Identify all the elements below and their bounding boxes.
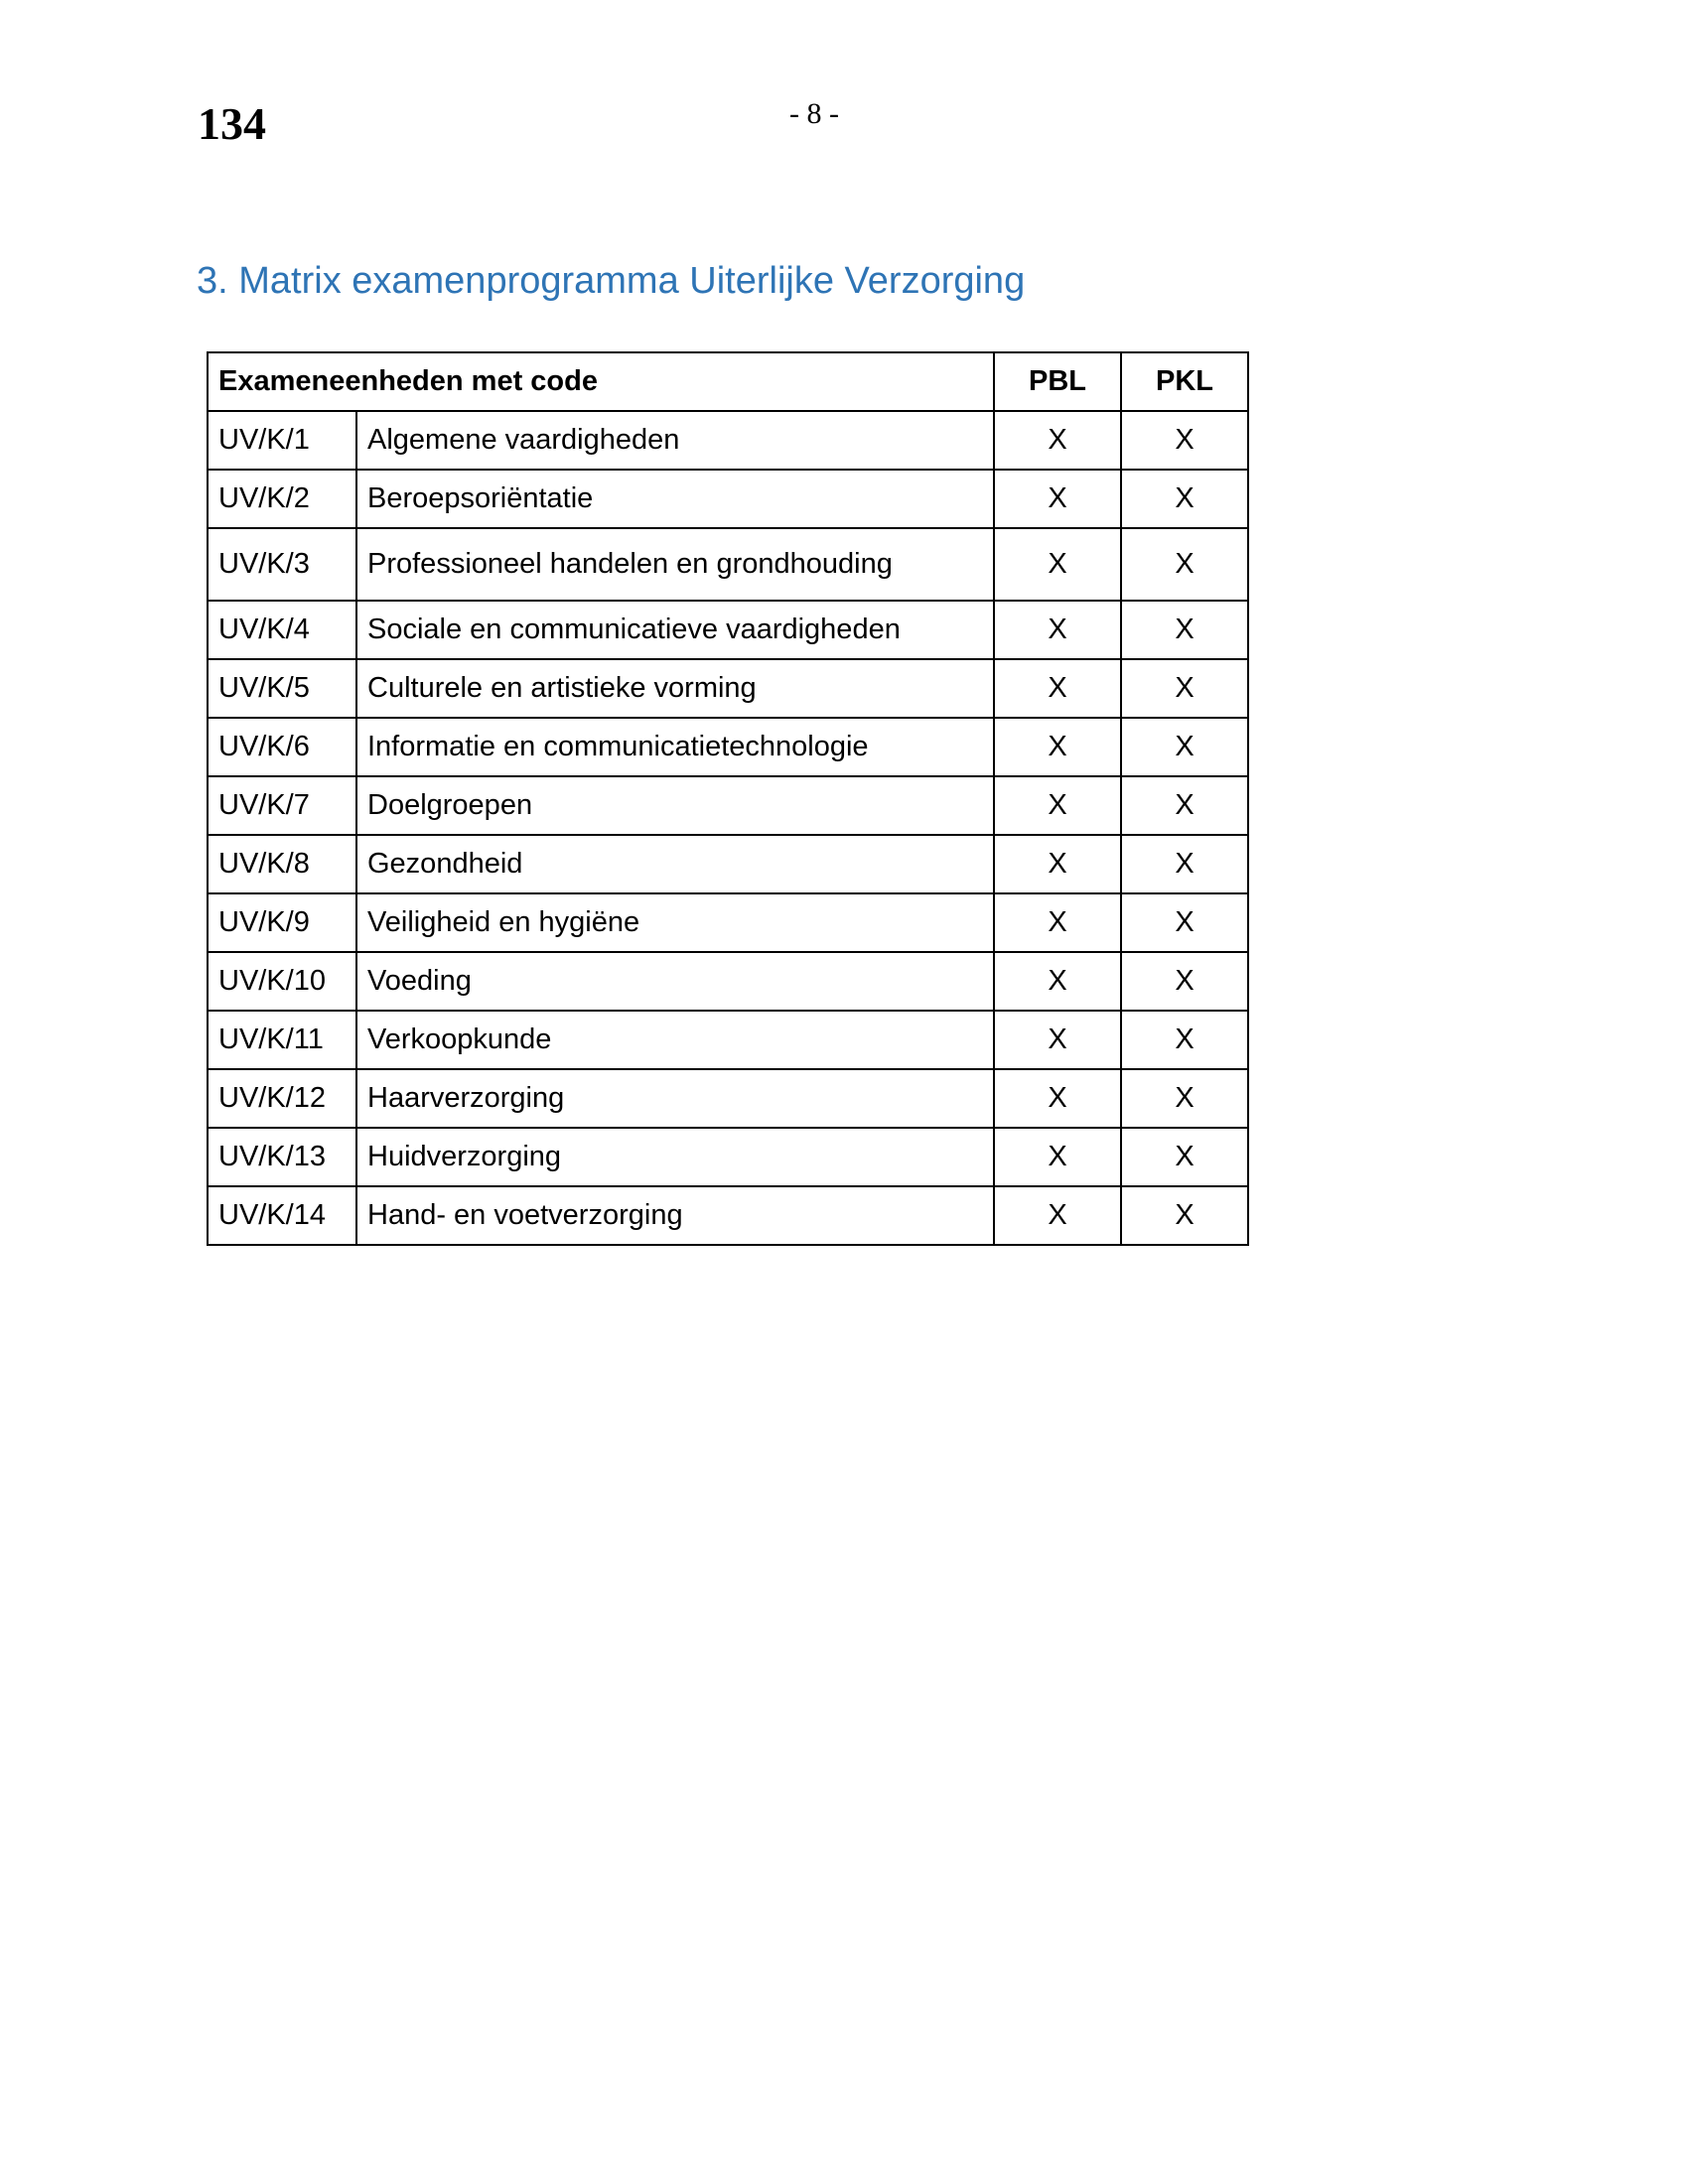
- table-row: UV/K/14 Hand- en voetverzorging X X: [207, 1185, 1249, 1246]
- unit-name: Gezondheid: [355, 834, 995, 894]
- unit-code: UV/K/1: [207, 410, 357, 471]
- unit-code: UV/K/3: [207, 527, 357, 602]
- unit-name: Verkoopkunde: [355, 1010, 995, 1070]
- pkl-mark: X: [1120, 951, 1249, 1012]
- table-header-row: Exameneenheden met code PBL PKL: [207, 351, 1249, 412]
- unit-name: Beroepsoriëntatie: [355, 469, 995, 529]
- pbl-mark: X: [993, 410, 1122, 471]
- table-row: UV/K/4 Sociale en communicatieve vaardigh…: [207, 600, 1249, 660]
- pbl-mark: X: [993, 658, 1122, 719]
- table-row: UV/K/10 Voeding X X: [207, 951, 1249, 1012]
- pbl-mark: X: [993, 469, 1122, 529]
- pbl-mark: X: [993, 1010, 1122, 1070]
- unit-code: UV/K/7: [207, 775, 357, 836]
- table-row: UV/K/5 Culturele en artistieke vorming X X: [207, 658, 1249, 719]
- page-number: 134: [198, 98, 266, 149]
- unit-name: Doelgroepen: [355, 775, 995, 836]
- pkl-mark: X: [1120, 410, 1249, 471]
- header-pkl: PKL: [1120, 351, 1249, 412]
- table-row: UV/K/3 Professioneel handelen en grondhou…: [207, 527, 1249, 602]
- pbl-mark: X: [993, 775, 1122, 836]
- pbl-mark: X: [993, 1127, 1122, 1187]
- pkl-mark: X: [1120, 1127, 1249, 1187]
- unit-name: Algemene vaardigheden: [355, 410, 995, 471]
- unit-name: Culturele en artistieke vorming: [355, 658, 995, 719]
- unit-name: Professioneel handelen en grondhouding: [355, 527, 995, 602]
- unit-name: Sociale en communicatieve vaardigheden: [355, 600, 995, 660]
- pbl-mark: X: [993, 892, 1122, 953]
- table-row: UV/K/2 Beroepsoriëntatie X X: [207, 469, 1249, 529]
- pbl-mark: X: [993, 600, 1122, 660]
- exam-matrix-table: Exameneenheden met code PBL PKL UV/K/1 Al…: [207, 351, 1249, 1246]
- table-row: UV/K/1 Algemene vaardigheden X X: [207, 410, 1249, 471]
- pkl-mark: X: [1120, 717, 1249, 777]
- pkl-mark: X: [1120, 775, 1249, 836]
- unit-code: UV/K/9: [207, 892, 357, 953]
- table-row: UV/K/7 Doelgroepen X X: [207, 775, 1249, 836]
- unit-code: UV/K/11: [207, 1010, 357, 1070]
- unit-name: Informatie en communicatietechnologie: [355, 717, 995, 777]
- unit-code: UV/K/14: [207, 1185, 357, 1246]
- table-row: UV/K/11 Verkoopkunde X X: [207, 1010, 1249, 1070]
- pkl-mark: X: [1120, 834, 1249, 894]
- pkl-mark: X: [1120, 1068, 1249, 1129]
- unit-code: UV/K/10: [207, 951, 357, 1012]
- pkl-mark: X: [1120, 600, 1249, 660]
- pkl-mark: X: [1120, 658, 1249, 719]
- pbl-mark: X: [993, 834, 1122, 894]
- unit-name: Voeding: [355, 951, 995, 1012]
- unit-code: UV/K/8: [207, 834, 357, 894]
- section-title: 3. Matrix examenprogramma Uiterlijke Ver…: [197, 260, 1026, 302]
- pkl-mark: X: [1120, 892, 1249, 953]
- unit-name: Huidverzorging: [355, 1127, 995, 1187]
- folio: - 8 -: [789, 97, 839, 130]
- unit-name: Veiligheid en hygiëne: [355, 892, 995, 953]
- unit-name: Haarverzorging: [355, 1068, 995, 1129]
- pbl-mark: X: [993, 717, 1122, 777]
- pbl-mark: X: [993, 1185, 1122, 1246]
- table-row: UV/K/6 Informatie en communicatietechnolo…: [207, 717, 1249, 777]
- pbl-mark: X: [993, 1068, 1122, 1129]
- unit-code: UV/K/13: [207, 1127, 357, 1187]
- table-row: UV/K/12 Haarverzorging X X: [207, 1068, 1249, 1129]
- header-units: Exameneenheden met code: [207, 351, 995, 412]
- unit-code: UV/K/4: [207, 600, 357, 660]
- unit-code: UV/K/5: [207, 658, 357, 719]
- unit-code: UV/K/12: [207, 1068, 357, 1129]
- pkl-mark: X: [1120, 469, 1249, 529]
- pbl-mark: X: [993, 951, 1122, 1012]
- table-row: UV/K/9 Veiligheid en hygiëne X X: [207, 892, 1249, 953]
- pbl-mark: X: [993, 527, 1122, 602]
- unit-code: UV/K/2: [207, 469, 357, 529]
- header-pbl: PBL: [993, 351, 1122, 412]
- unit-name: Hand- en voetverzorging: [355, 1185, 995, 1246]
- pkl-mark: X: [1120, 1010, 1249, 1070]
- pkl-mark: X: [1120, 527, 1249, 602]
- table-row: UV/K/13 Huidverzorging X X: [207, 1127, 1249, 1187]
- unit-code: UV/K/6: [207, 717, 357, 777]
- pkl-mark: X: [1120, 1185, 1249, 1246]
- table-row: UV/K/8 Gezondheid X X: [207, 834, 1249, 894]
